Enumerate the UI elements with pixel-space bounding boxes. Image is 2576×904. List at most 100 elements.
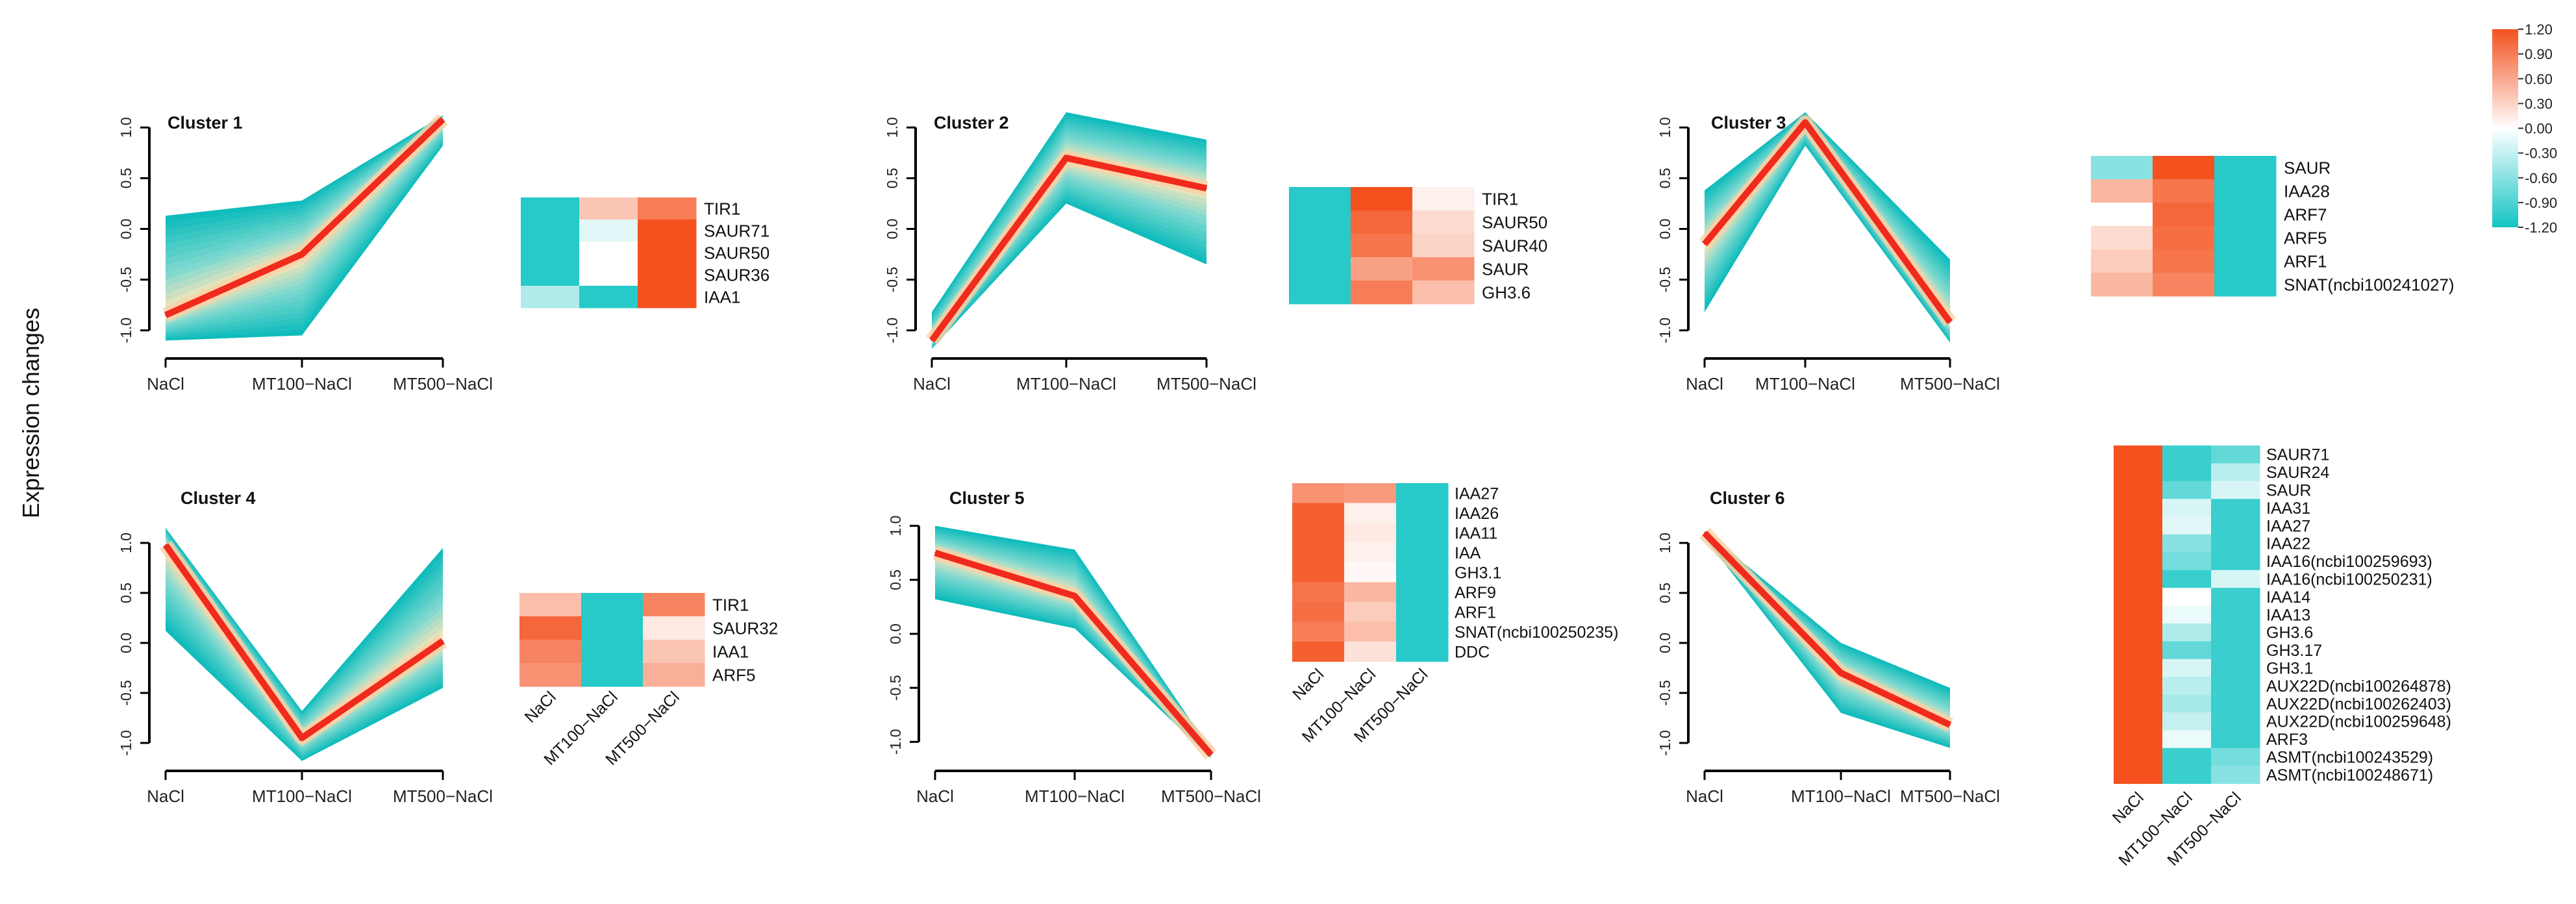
heatmap-cell <box>1396 542 1449 563</box>
heatmap-cell <box>2153 156 2215 180</box>
heatmap-cell <box>581 640 644 664</box>
x-tick-label: MT100−NaCl <box>1025 786 1125 806</box>
color-scale-tick-label: 0.60 <box>2525 71 2553 87</box>
x-tick-label: MT500−NaCl <box>1157 374 1257 394</box>
heatmap-cell <box>2091 203 2153 227</box>
mean-point <box>1805 121 1806 123</box>
heatmap-cell <box>2211 730 2260 749</box>
heatmap-cell <box>1412 281 1475 305</box>
heatmap-cell <box>2114 605 2163 624</box>
heatmap-row-label: GH3.1 <box>1455 564 1501 582</box>
heatmap-cell <box>521 286 580 308</box>
heatmap-cell <box>2211 712 2260 731</box>
heatmap-cell <box>1412 187 1475 211</box>
heatmap-cell <box>1292 523 1345 543</box>
heatmap-cell <box>638 197 697 220</box>
heatmap-cell <box>2114 677 2163 696</box>
heatmap-cell <box>2211 766 2260 785</box>
heatmap-row-label: DDC <box>1455 643 1490 661</box>
heatmap-row-label: AUX22D(ncbi100262403) <box>2266 695 2451 713</box>
heatmap-cell <box>1344 483 1397 503</box>
heatmap-cell <box>2211 677 2260 696</box>
heatmap-cell <box>1396 523 1449 543</box>
heatmap-row-label: IAA26 <box>1455 505 1499 523</box>
heatmap-row-label: GH3.6 <box>1482 282 1531 302</box>
heatmap-cell <box>2114 747 2163 766</box>
x-tick-label: NaCl <box>916 786 954 806</box>
x-tick-label: MT100−NaCl <box>1016 374 1116 394</box>
y-tick-label: 0.5 <box>1657 168 1673 188</box>
heatmap-row-label: GH3.6 <box>2266 624 2313 642</box>
heatmap-cell <box>1344 523 1397 543</box>
heatmap-cell <box>2211 659 2260 677</box>
y-tick-label: -0.5 <box>1657 680 1673 706</box>
heatmap-row-label: IAA1 <box>712 642 749 661</box>
heatmap-cell <box>2211 694 2260 713</box>
heatmap-cell <box>2214 203 2277 227</box>
heatmap-cell <box>2162 730 2212 749</box>
heatmap-row-label: IAA1 <box>704 287 740 307</box>
heatmap-cell <box>2153 203 2215 227</box>
y-tick-label: 0.0 <box>118 219 134 240</box>
y-tick-label: -0.5 <box>884 267 901 293</box>
heatmap-cell <box>2162 641 2212 660</box>
heatmap-cell <box>519 593 582 617</box>
heatmap-cell <box>2211 516 2260 535</box>
mean-point <box>1074 595 1075 597</box>
ribbon-band <box>166 118 443 321</box>
heatmap-cell <box>579 197 638 220</box>
heatmap-cell <box>2114 446 2163 464</box>
mean-point <box>301 737 303 739</box>
global-y-axis-label: Expression changes <box>18 308 44 518</box>
heatmap-cell <box>638 264 697 286</box>
heatmap-col-label: NaCl <box>521 688 560 726</box>
heatmap-row-label: IAA14 <box>2266 588 2310 607</box>
heatmap-cell <box>1292 622 1345 642</box>
y-tick-label: 1.0 <box>887 516 904 536</box>
heatmap-row-label: SAUR71 <box>2266 446 2329 464</box>
heatmap-cell <box>1289 281 1351 305</box>
cluster-panel-2: -1.0 -0.5 0.0 0.5 1.0 NaCl MT100−NaCl MT500−NaC… <box>884 112 1547 394</box>
color-scale-tick-label: 0.30 <box>2525 95 2553 112</box>
heatmap-row-label: IAA27 <box>2266 517 2310 535</box>
heatmap-cell <box>2114 730 2163 749</box>
heatmap-cell <box>1292 542 1345 563</box>
heatmap-cell <box>2091 156 2153 180</box>
x-tick-label: NaCl <box>1686 374 1723 394</box>
heatmap-cell <box>2214 249 2277 273</box>
heatmap-cell <box>638 242 697 264</box>
heatmap-cell <box>2211 499 2260 518</box>
heatmap-cell <box>2162 446 2212 464</box>
heatmap-row-label: ARF3 <box>2266 731 2308 749</box>
x-tick-label: NaCl <box>147 786 184 806</box>
x-tick-label: NaCl <box>147 374 184 394</box>
mean-point <box>1704 532 1705 534</box>
heatmap-cell <box>1396 622 1449 642</box>
y-tick-label: -1.0 <box>118 730 134 756</box>
x-tick-label: MT500−NaCl <box>1900 786 2000 806</box>
heatmap-row-label: IAA16(ncbi100259693) <box>2266 553 2432 571</box>
heatmap-row-label: IAA28 <box>2284 181 2330 201</box>
heatmap-cell <box>638 286 697 308</box>
heatmap-cell <box>581 593 644 617</box>
heatmap-cell <box>2114 463 2163 482</box>
ribbon-band <box>935 539 1211 757</box>
heatmap-cell <box>2162 747 2212 766</box>
y-tick-label: 0.5 <box>884 168 901 188</box>
heatmap-cell <box>1351 257 1413 281</box>
heatmap-cell <box>579 242 638 264</box>
heatmap-cell <box>579 264 638 286</box>
heatmap-cell <box>2211 570 2260 588</box>
heatmap-cell <box>2153 226 2215 250</box>
heatmap-cell <box>1289 234 1351 258</box>
cluster-title: Cluster 4 <box>181 488 256 508</box>
heatmap-cell <box>2114 499 2163 518</box>
heatmap-cell <box>1292 582 1345 603</box>
mean-point <box>442 118 444 120</box>
x-tick-label: MT500−NaCl <box>393 374 493 394</box>
y-tick-label: -1.0 <box>884 318 901 344</box>
mean-point <box>1949 724 1951 726</box>
mean-point <box>1206 188 1207 190</box>
heatmap-row-label: ARF1 <box>1455 603 1496 622</box>
heatmap-cell <box>1292 642 1345 662</box>
